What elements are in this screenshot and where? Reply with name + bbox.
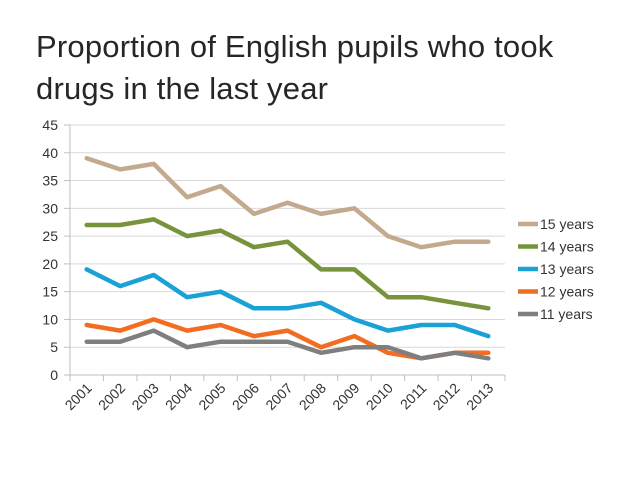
axes — [69, 125, 505, 376]
y-tick-label: 45 — [42, 117, 58, 133]
y-tick-label: 25 — [42, 228, 58, 244]
y-tick-label: 10 — [42, 311, 58, 327]
x-tick-label: 2002 — [95, 380, 128, 413]
series-line — [84, 267, 491, 339]
x-axis-ticks: 2001 2002 2003 2004 2005 2006 2007 2008 2009 2010… — [62, 375, 506, 413]
x-tick-label: 2003 — [128, 380, 161, 413]
chart-title: Proportion of English pupils who took dr… — [36, 29, 554, 106]
series-line — [84, 217, 491, 311]
legend-label: 13 years — [540, 261, 594, 277]
y-tick-label: 15 — [42, 284, 58, 300]
y-tick-label: 20 — [42, 256, 58, 272]
x-tick-label: 2005 — [195, 380, 228, 413]
y-axis-ticks: 0 5 10 15 20 25 30 35 40 45 — [42, 117, 70, 383]
x-tick-label: 2006 — [229, 380, 262, 413]
x-tick-label: 2008 — [296, 380, 329, 413]
series-line — [84, 328, 491, 361]
x-tick-label: 2009 — [329, 380, 362, 413]
gridlines — [70, 124, 505, 348]
legend-label: 15 years — [540, 216, 594, 232]
x-tick-label: 2001 — [62, 380, 95, 413]
legend-label: 11 years — [540, 306, 593, 322]
legend: 15 years 14 years 13 years 12 years 11 years — [518, 216, 594, 322]
x-tick-label: 2013 — [463, 380, 496, 413]
x-tick-label: 2010 — [363, 380, 396, 413]
y-tick-label: 5 — [50, 339, 58, 355]
y-tick-label: 40 — [42, 145, 58, 161]
x-tick-label: 2004 — [162, 380, 195, 413]
x-tick-label: 2011 — [397, 380, 430, 413]
series-line — [84, 156, 491, 250]
y-tick-label: 30 — [42, 200, 58, 216]
x-tick-label: 2007 — [262, 380, 295, 413]
legend-label: 14 years — [540, 239, 594, 255]
series-lines — [84, 156, 491, 361]
y-tick-label: 0 — [50, 367, 58, 383]
legend-label: 12 years — [540, 284, 594, 300]
x-tick-label: 2012 — [430, 380, 463, 413]
y-tick-label: 35 — [42, 173, 58, 189]
